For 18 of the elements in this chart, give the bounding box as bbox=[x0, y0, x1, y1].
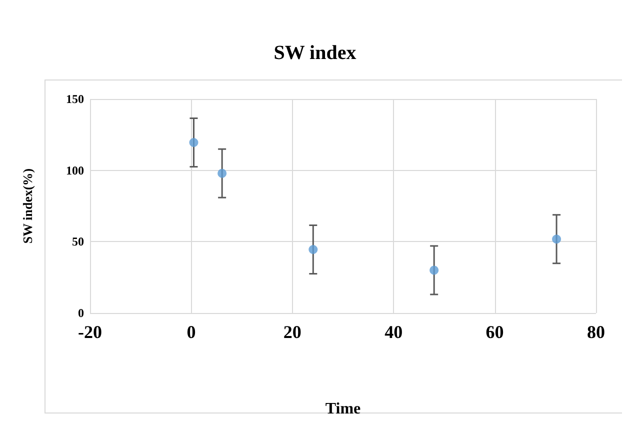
y-tick-label: 100 bbox=[66, 163, 84, 178]
x-tick-label: -20 bbox=[78, 322, 102, 342]
x-tick-label: 0 bbox=[186, 322, 196, 342]
x-axis-title: Time bbox=[325, 400, 361, 418]
y-tick-label: 0 bbox=[78, 306, 84, 320]
point bbox=[552, 234, 562, 244]
y-axis-title: SW index(%) bbox=[20, 168, 35, 244]
point bbox=[430, 266, 439, 275]
chart-title: SW index bbox=[274, 42, 356, 64]
x-tick-label: 20 bbox=[283, 322, 302, 342]
y-tick-label: 150 bbox=[66, 92, 84, 106]
x-tick-label: 80 bbox=[587, 322, 605, 342]
x-tick-label: 60 bbox=[486, 322, 504, 342]
point bbox=[308, 245, 318, 254]
x-tick-label: 40 bbox=[384, 322, 403, 342]
point bbox=[189, 138, 198, 148]
y-tick-label: 50 bbox=[72, 234, 84, 249]
point bbox=[218, 168, 227, 178]
